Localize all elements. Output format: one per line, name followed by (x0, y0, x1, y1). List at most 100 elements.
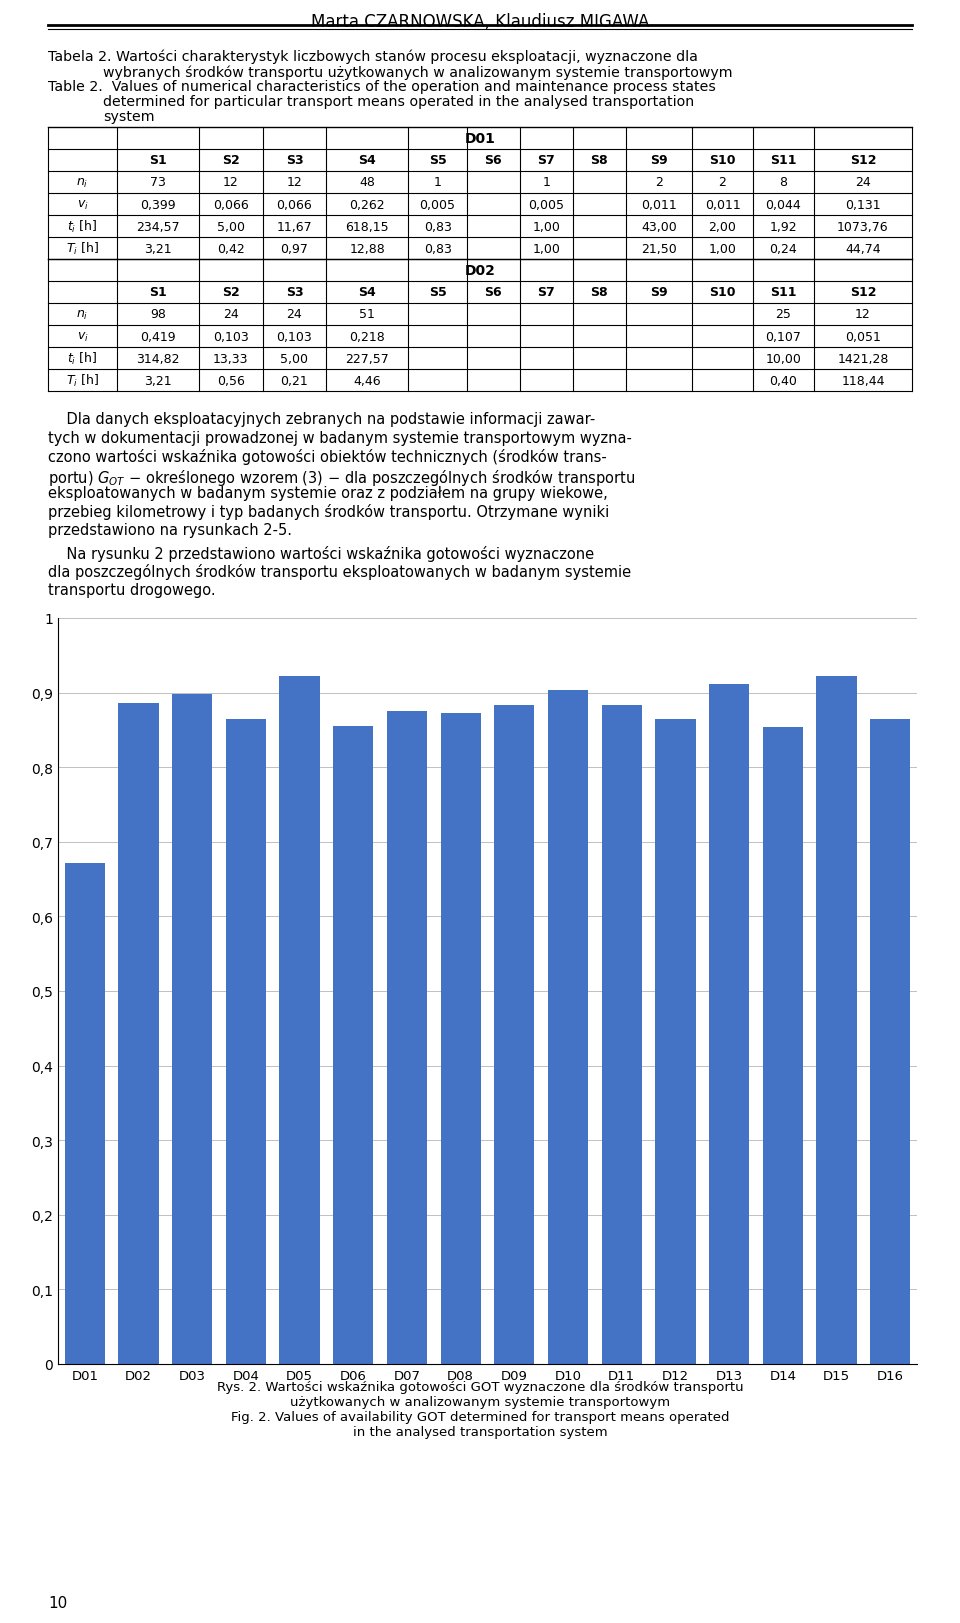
Text: 234,57: 234,57 (136, 221, 180, 234)
Text: 0,051: 0,051 (845, 331, 881, 344)
Text: 2: 2 (655, 177, 662, 190)
Text: S1: S1 (149, 286, 167, 299)
Text: 0,83: 0,83 (423, 242, 451, 255)
Text: S12: S12 (850, 286, 876, 299)
Text: 1,00: 1,00 (533, 242, 561, 255)
Text: 73: 73 (150, 177, 166, 190)
Text: $v_i$: $v_i$ (77, 329, 88, 344)
Text: 13,33: 13,33 (213, 352, 249, 365)
Text: S3: S3 (286, 154, 303, 167)
Bar (172, 695, 212, 1365)
Text: 227,57: 227,57 (346, 352, 389, 365)
Text: dla poszczególnych środków transportu eksploatowanych w badanym systemie: dla poszczególnych środków transportu ek… (48, 563, 631, 579)
Text: Rys. 2. Wartości wskaźnika gotowości GOT wyznaczone dla środków transportu: Rys. 2. Wartości wskaźnika gotowości GOT… (217, 1380, 743, 1393)
Bar (548, 691, 588, 1365)
Text: transportu drogowego.: transportu drogowego. (48, 583, 216, 597)
Text: 24: 24 (855, 177, 871, 190)
Text: 0,044: 0,044 (765, 198, 802, 211)
Text: S5: S5 (429, 154, 446, 167)
Text: S10: S10 (709, 286, 735, 299)
Bar (816, 677, 856, 1365)
Text: determined for particular transport means operated in the analysed transportatio: determined for particular transport mean… (103, 94, 694, 109)
Bar (387, 712, 427, 1365)
Bar (226, 721, 266, 1365)
Text: 48: 48 (359, 177, 375, 190)
Text: 1421,28: 1421,28 (837, 352, 889, 365)
Bar (494, 706, 535, 1365)
Text: 0,103: 0,103 (276, 331, 312, 344)
Text: 1073,76: 1073,76 (837, 221, 889, 234)
Text: 24: 24 (223, 308, 239, 321)
Bar (709, 685, 749, 1365)
Text: 0,131: 0,131 (845, 198, 880, 211)
Text: 21,50: 21,50 (641, 242, 677, 255)
Text: 1,00: 1,00 (708, 242, 736, 255)
Text: 0,103: 0,103 (213, 331, 249, 344)
Text: przebieg kilometrowy i typ badanych środków transportu. Otrzymane wyniki: przebieg kilometrowy i typ badanych środ… (48, 505, 610, 521)
Text: 12: 12 (223, 177, 239, 190)
Text: S11: S11 (770, 154, 797, 167)
Text: 4,46: 4,46 (353, 375, 381, 388)
Bar (118, 704, 158, 1365)
Text: Fig. 2. Values of availability GOT determined for transport means operated: Fig. 2. Values of availability GOT deter… (230, 1410, 730, 1423)
Text: 24: 24 (287, 308, 302, 321)
Bar (656, 719, 696, 1365)
Text: $t_i$ [h]: $t_i$ [h] (67, 219, 98, 235)
Text: Dla danych eksploatacyjnych zebranych na podstawie informacji zawar-: Dla danych eksploatacyjnych zebranych na… (48, 412, 595, 427)
Bar (441, 714, 481, 1365)
Text: 0,005: 0,005 (528, 198, 564, 211)
Text: 12,88: 12,88 (349, 242, 385, 255)
Text: czono wartości wskaźnika gotowości obiektów technicznych (środków trans-: czono wartości wskaźnika gotowości obiek… (48, 448, 607, 464)
Text: 1,92: 1,92 (770, 221, 797, 234)
Text: 98: 98 (150, 308, 166, 321)
Bar (279, 677, 320, 1365)
Text: 2: 2 (719, 177, 727, 190)
Text: system: system (103, 110, 155, 123)
Text: 0,83: 0,83 (423, 221, 451, 234)
Text: 1: 1 (434, 177, 442, 190)
Text: 0,218: 0,218 (349, 331, 385, 344)
Text: 8: 8 (780, 177, 787, 190)
Text: 0,066: 0,066 (213, 198, 249, 211)
Text: 0,066: 0,066 (276, 198, 312, 211)
Text: S1: S1 (149, 154, 167, 167)
Text: 314,82: 314,82 (136, 352, 180, 365)
Text: $t_i$ [h]: $t_i$ [h] (67, 351, 98, 367)
Text: 5,00: 5,00 (217, 221, 245, 234)
Text: 0,56: 0,56 (217, 375, 245, 388)
Text: 0,419: 0,419 (140, 331, 176, 344)
Text: 1,00: 1,00 (533, 221, 561, 234)
Text: S12: S12 (850, 154, 876, 167)
Text: S2: S2 (222, 154, 240, 167)
Text: S9: S9 (650, 286, 668, 299)
Text: 0,97: 0,97 (280, 242, 308, 255)
Text: $v_i$: $v_i$ (77, 198, 88, 211)
Text: S3: S3 (286, 286, 303, 299)
Text: S7: S7 (538, 154, 555, 167)
Text: $n_i$: $n_i$ (76, 177, 88, 190)
Text: S4: S4 (358, 286, 376, 299)
Text: $T_i$ [h]: $T_i$ [h] (66, 240, 99, 256)
Text: 0,005: 0,005 (420, 198, 456, 211)
Text: 12: 12 (287, 177, 302, 190)
Text: portu) $G_{OT}$ − określonego wzorem (3) − dla poszczególnych środków transportu: portu) $G_{OT}$ − określonego wzorem (3)… (48, 467, 636, 487)
Text: $T_i$ [h]: $T_i$ [h] (66, 373, 99, 390)
Text: S6: S6 (485, 154, 502, 167)
Text: S8: S8 (590, 154, 608, 167)
Text: użytkowanych w analizowanym systemie transportowym: użytkowanych w analizowanym systemie tra… (290, 1396, 670, 1409)
Text: 25: 25 (776, 308, 791, 321)
Text: tych w dokumentacji prowadzonej w badanym systemie transportowym wyzna-: tych w dokumentacji prowadzonej w badany… (48, 430, 632, 445)
Text: 10,00: 10,00 (765, 352, 802, 365)
Text: 5,00: 5,00 (280, 352, 308, 365)
Text: 11,67: 11,67 (276, 221, 312, 234)
Text: S4: S4 (358, 154, 376, 167)
Text: 0,42: 0,42 (217, 242, 245, 255)
Text: 43,00: 43,00 (641, 221, 677, 234)
Text: 2,00: 2,00 (708, 221, 736, 234)
Text: S9: S9 (650, 154, 668, 167)
Text: S2: S2 (222, 286, 240, 299)
Text: 0,107: 0,107 (765, 331, 802, 344)
Text: Table 2.  Values of numerical characteristics of the operation and maintenance p: Table 2. Values of numerical characteris… (48, 80, 716, 94)
Text: 0,011: 0,011 (641, 198, 677, 211)
Text: 3,21: 3,21 (144, 375, 172, 388)
